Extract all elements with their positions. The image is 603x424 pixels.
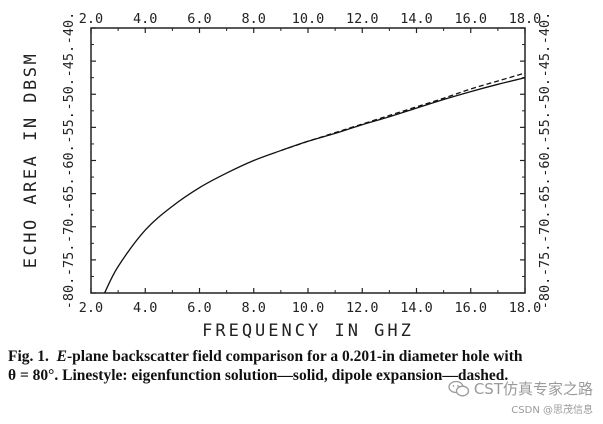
x-tick-label-bottom: 2.0 <box>79 300 103 316</box>
x-tick-label-top: 6.0 <box>187 11 211 27</box>
y-tick-label-right: -75. <box>537 244 553 277</box>
x-tick-label-bottom: 4.0 <box>133 300 157 316</box>
x-tick-label-top: 8.0 <box>242 11 266 27</box>
y-tick-label-right: -80. <box>537 277 553 310</box>
x-tick-label-top: 18.0 <box>509 11 542 27</box>
y-tick-label-right: -65. <box>537 177 553 210</box>
y-tick-label-right: -55. <box>537 111 553 144</box>
y-tick-label-right: -70. <box>537 210 553 243</box>
x-tick-label-bottom: 10.0 <box>292 300 325 316</box>
caption-italic-e: E <box>56 348 67 365</box>
wechat-icon <box>448 380 469 396</box>
x-tick-label-bottom: 8.0 <box>242 300 266 316</box>
chart: 2.0 2.0 4.0 4.0 6.0 6.0 8.0 8.0 10.0 10.0 12.0 12.0… <box>21 11 553 341</box>
x-tick-label-top: 16.0 <box>454 11 487 27</box>
x-tick-label-top: 2.0 <box>79 11 103 27</box>
y-tick-label-left: -70. <box>61 210 77 243</box>
y-tick-label-right: -50. <box>537 78 553 111</box>
x-tick-label-bottom: 12.0 <box>346 300 379 316</box>
y-tick-label-left: -60. <box>61 144 77 177</box>
y-tick-label-left: -55. <box>61 111 77 144</box>
x-tick-label-bottom: 16.0 <box>454 300 487 316</box>
y-tick-label-left: -45. <box>61 45 77 78</box>
watermark-sub: CSDN @思茂信息 <box>511 405 593 416</box>
x-tick-label-top: 10.0 <box>292 11 325 27</box>
y-tick-label-left: -75. <box>61 244 77 277</box>
watermark-main: CST仿真专家之路 <box>473 380 593 398</box>
y-tick-label-right: -45. <box>537 45 553 78</box>
y-tick-label-right: -40. <box>537 12 553 45</box>
y-tick-label-left: -50. <box>61 78 77 111</box>
series-line-solid <box>103 77 526 294</box>
caption-text: -plane backscatter field comparison for … <box>8 348 523 384</box>
x-tick-label-bottom: 18.0 <box>509 300 542 316</box>
x-axis-label: FREQUENCY IN GHZ <box>202 321 414 341</box>
watermark: CST仿真专家之路 CSDN @思茂信息 <box>448 378 593 416</box>
y-axis-label: ECHO AREA IN DBSM <box>21 52 41 269</box>
series-line-dashed <box>280 72 526 152</box>
y-tick-label-right: -60. <box>537 144 553 177</box>
y-tick-label-left: -65. <box>61 177 77 210</box>
figure-caption: Fig. 1. E-plane backscatter field compar… <box>8 347 528 385</box>
x-tick-label-bottom: 6.0 <box>187 300 211 316</box>
y-tick-label-left: -80. <box>61 277 77 310</box>
figure-label: Fig. 1. <box>8 348 49 365</box>
plot-frame <box>90 27 526 294</box>
x-tick-label-top: 14.0 <box>400 11 433 27</box>
x-tick-label-top: 4.0 <box>133 11 157 27</box>
y-tick-label-left: -40. <box>61 12 77 45</box>
x-tick-label-top: 12.0 <box>346 11 379 27</box>
x-tick-label-bottom: 14.0 <box>400 300 433 316</box>
